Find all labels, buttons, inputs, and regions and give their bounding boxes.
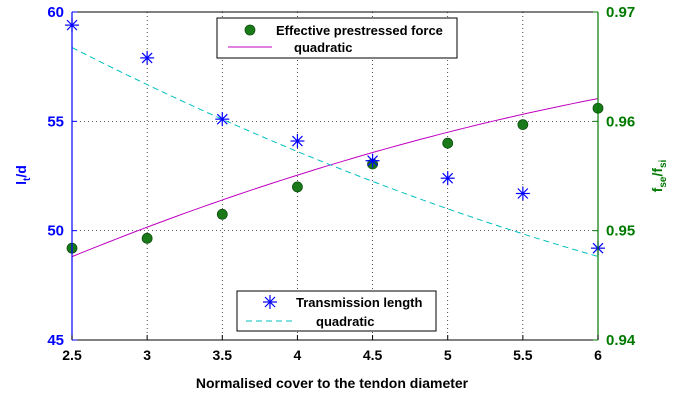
x-tick-label: 3 (143, 347, 151, 363)
legend-bottom-entry-1: Transmission length (296, 295, 422, 310)
x-tick-label: 5 (444, 347, 452, 363)
x-tick-label: 4.5 (363, 347, 383, 363)
data-point-transmission (290, 134, 305, 149)
y-left-tick-label: 45 (47, 332, 64, 349)
y-left-tick-label: 55 (47, 113, 64, 130)
data-point-force (292, 181, 303, 193)
y-axis-label-right: fse/fsi (649, 159, 669, 192)
legend-circle-marker (244, 24, 256, 36)
data-point-transmission (440, 171, 455, 186)
legend-top-box (216, 17, 458, 59)
x-axis-label: Normalised cover to the tendon diameter (196, 375, 469, 391)
legend-top: Effective prestressed force quadratic (216, 17, 458, 59)
y-right-mid: /f (649, 168, 665, 177)
y-right-tick-label: 0.95 (606, 223, 635, 240)
legend-top-entry-2: quadratic (294, 40, 353, 55)
data-point-force (141, 232, 153, 244)
y-right-main: f (649, 187, 665, 192)
y-left-sub: t (22, 177, 33, 181)
x-tick-label: 6 (594, 347, 602, 363)
y-right-tick-label: 0.94 (606, 332, 636, 349)
y-right-sub1: se (658, 176, 669, 188)
data-point-force (517, 119, 529, 131)
data-point-force (442, 137, 454, 149)
x-tick-label: 4 (294, 347, 302, 363)
y-right-sub2: si (658, 159, 669, 168)
legend-bottom-entry-2: quadratic (316, 314, 375, 329)
data-point-transmission (215, 112, 230, 127)
fit-line-force (71, 98, 599, 258)
tick-labels: 2.5 3 3.5 4 4.5 5 5.5 6 45 50 55 60 0.94 0.95 0.96 0.97 (47, 4, 636, 363)
y-left-main: l (13, 181, 29, 185)
data-point-transmission (515, 186, 530, 201)
axes (71, 11, 599, 341)
y-left-rest: /d (13, 165, 29, 177)
y-left-tick-label: 50 (47, 223, 64, 240)
fit-line-transmission (71, 47, 599, 257)
x-tick-label: 2.5 (62, 347, 82, 363)
x-tick-label: 3.5 (213, 347, 233, 363)
y-right-tick-label: 0.96 (606, 113, 635, 130)
x-tick-label: 5.5 (513, 347, 533, 363)
data-point-transmission (365, 153, 380, 168)
data-point-transmission (140, 50, 155, 65)
legend-top-entry-1: Effective prestressed force (276, 23, 443, 38)
legend-bottom: Transmission length quadratic (236, 290, 437, 332)
y-left-tick-label: 60 (47, 4, 64, 21)
data-point-force (216, 208, 228, 220)
y-axis-label-left: lt/d (13, 165, 33, 185)
y-right-tick-label: 0.97 (606, 4, 635, 21)
legend-asterisk-marker (263, 295, 277, 309)
